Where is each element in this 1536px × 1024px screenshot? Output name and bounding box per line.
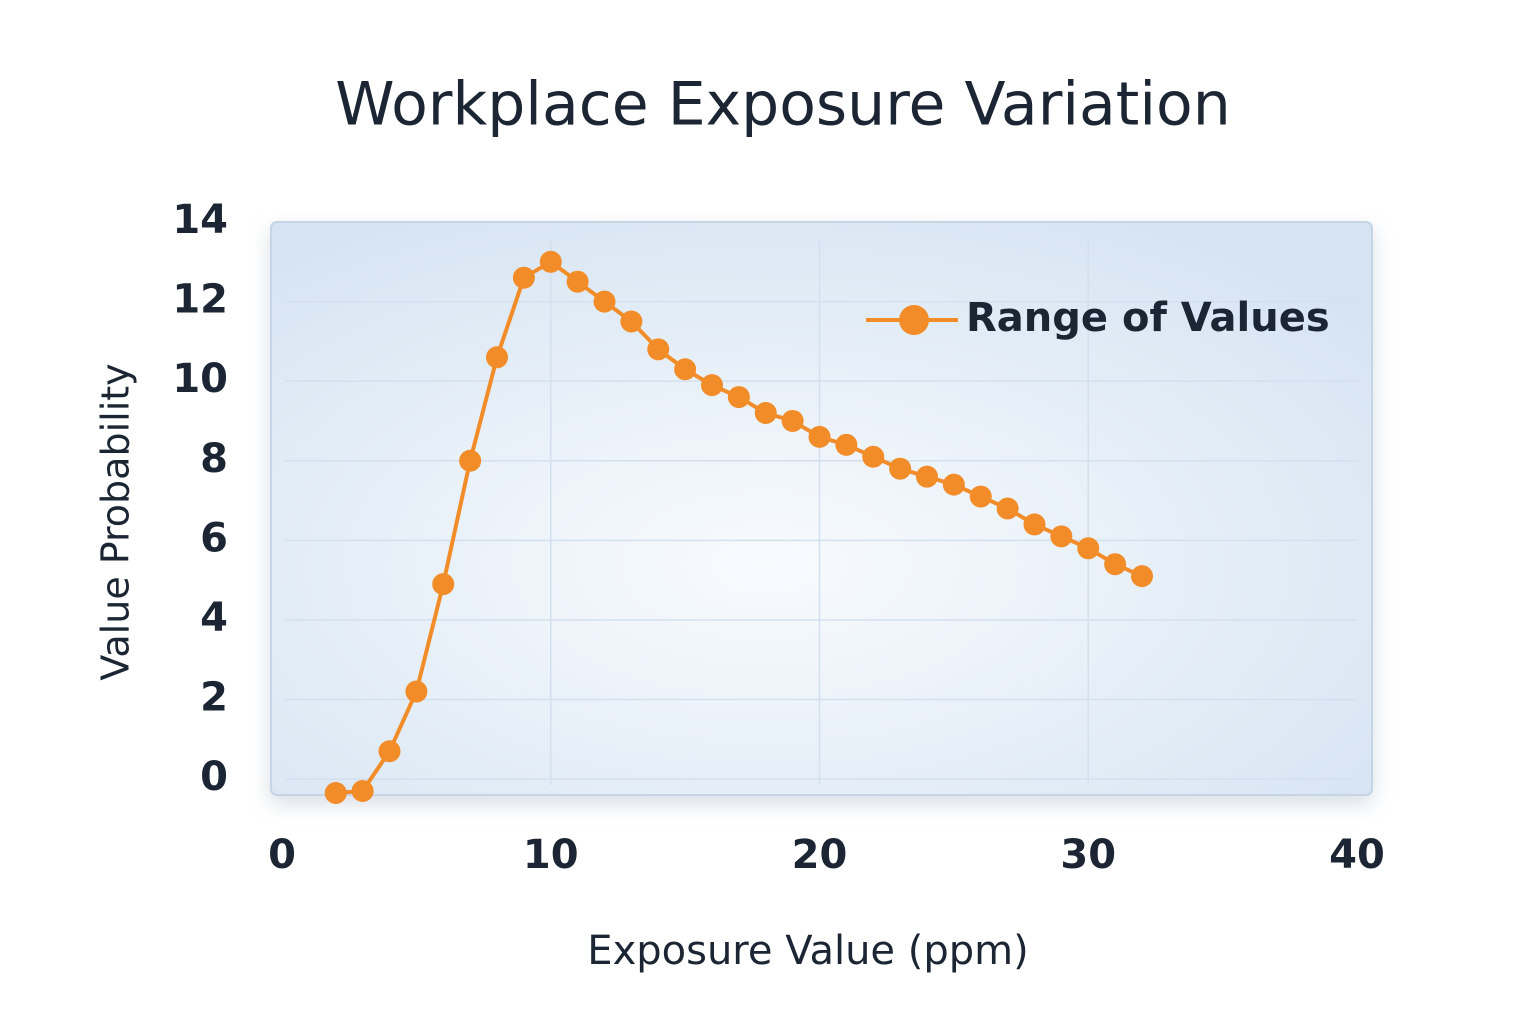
x-tick-label: 40 xyxy=(1329,832,1385,878)
y-tick-label: 6 xyxy=(200,515,228,561)
data-point xyxy=(566,270,589,293)
data-point xyxy=(701,374,723,397)
data-point xyxy=(996,497,1019,520)
data-point xyxy=(1077,537,1100,560)
data-point xyxy=(1104,553,1127,576)
data-point xyxy=(1050,525,1073,548)
data-point xyxy=(835,433,858,456)
data-point xyxy=(1023,513,1046,536)
y-tick-label: 10 xyxy=(172,356,228,402)
legend-label: Range of Values xyxy=(966,295,1330,341)
data-point xyxy=(593,290,616,313)
chart-title: Workplace Exposure Variation xyxy=(335,70,1230,140)
data-point xyxy=(674,358,697,381)
x-axis-label: Exposure Value (ppm) xyxy=(587,928,1028,974)
data-point xyxy=(727,386,750,409)
data-point xyxy=(969,485,992,508)
data-point xyxy=(459,449,482,472)
data-point xyxy=(647,338,670,361)
y-tick-label: 12 xyxy=(172,277,228,323)
data-point xyxy=(486,346,508,369)
x-tick-label: 0 xyxy=(268,832,296,878)
data-point xyxy=(942,473,965,496)
data-point xyxy=(351,780,374,803)
x-tick-label: 30 xyxy=(1060,832,1116,878)
data-point xyxy=(754,402,777,424)
data-point xyxy=(512,266,535,289)
plot-area xyxy=(270,221,1373,796)
data-point xyxy=(378,740,401,763)
data-point xyxy=(324,782,347,805)
data-point xyxy=(862,445,885,468)
legend-marker xyxy=(899,305,929,335)
y-axis-label: Value Probability xyxy=(94,363,138,680)
data-point xyxy=(781,409,804,432)
data-point xyxy=(889,457,912,480)
data-point xyxy=(539,250,562,273)
y-tick-label: 0 xyxy=(200,754,228,800)
data-point xyxy=(808,425,831,448)
y-tick-label: 2 xyxy=(200,675,228,721)
x-tick-label: 10 xyxy=(523,832,579,878)
data-point xyxy=(1131,565,1153,588)
y-tick-label: 14 xyxy=(172,197,228,243)
data-point xyxy=(620,310,643,333)
y-tick-label: 4 xyxy=(200,595,228,641)
data-point xyxy=(432,573,455,596)
x-tick-label: 20 xyxy=(792,832,848,878)
y-tick-label: 8 xyxy=(200,436,228,482)
data-point xyxy=(405,680,428,703)
data-point xyxy=(916,465,938,488)
